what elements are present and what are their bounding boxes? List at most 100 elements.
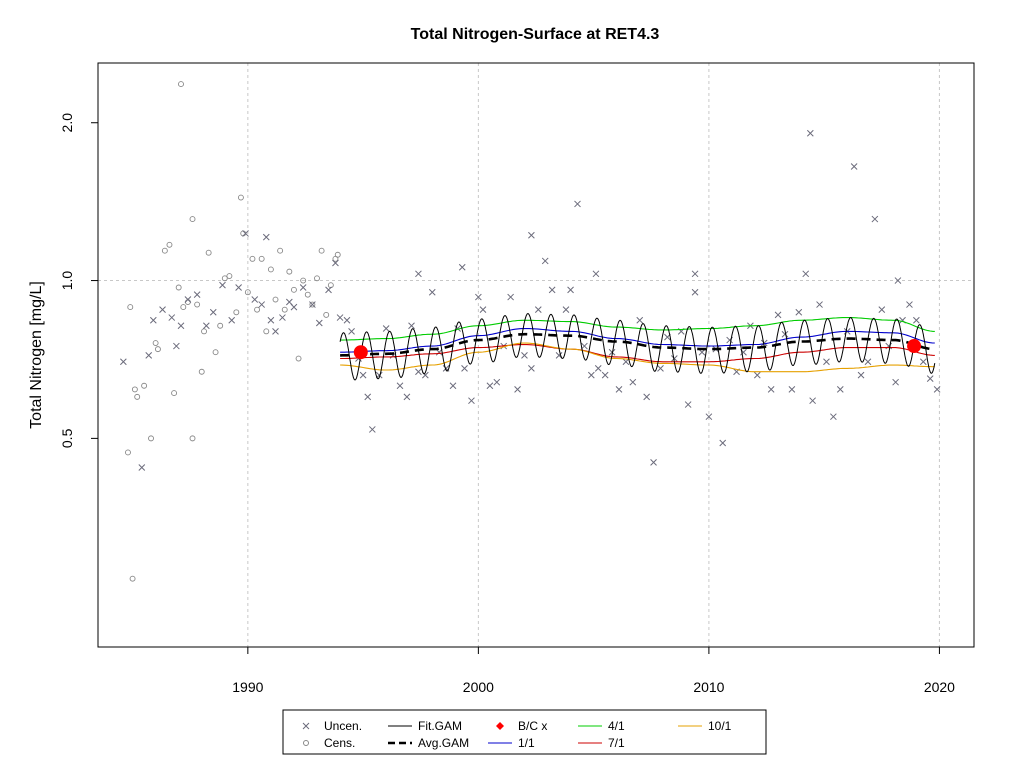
uncensored-point (475, 293, 482, 301)
uncensored-point (541, 257, 549, 265)
uncensored-point (871, 215, 879, 223)
uncensored-point (823, 358, 830, 366)
uncensored-point (913, 316, 920, 324)
uncensored-point (514, 386, 521, 393)
uncensored-point (177, 322, 185, 330)
uncensored-point (806, 129, 814, 137)
chart-title: Total Nitrogen-Surface at RET4.3 (411, 26, 660, 43)
censored-point (277, 247, 284, 254)
censored-point (180, 304, 187, 311)
uncensored-point (933, 386, 941, 393)
y-tick-label: 1.0 (59, 271, 75, 291)
uncensored-point (592, 270, 600, 278)
x-tick-label: 1990 (232, 679, 263, 695)
censored-point (189, 435, 196, 442)
legend-label: 4/1 (608, 719, 625, 733)
legend-label: 1/1 (518, 736, 535, 750)
censored-point (178, 81, 184, 88)
uncensored-point (449, 382, 457, 390)
censored-point (129, 575, 136, 582)
censored-point (217, 322, 224, 329)
uncensored-point (149, 316, 157, 324)
censored-point (304, 291, 311, 298)
uncensored-point (159, 306, 166, 314)
censored-point (148, 435, 154, 442)
censored-point (141, 382, 148, 389)
legend-uncen-symbol (302, 722, 310, 730)
censored-point (334, 251, 341, 258)
censored-point (221, 275, 228, 282)
x-axis: 1990 2000 2010 2020 (232, 647, 955, 695)
censored-point (154, 346, 161, 353)
censored-point (125, 449, 131, 456)
censored-point (184, 299, 191, 305)
uncensored-point (830, 413, 837, 421)
censored-point (286, 268, 293, 275)
legend-label: 7/1 (608, 736, 625, 750)
uncensored-point (594, 365, 602, 372)
uncensored-point (850, 163, 858, 170)
uncensored-point (228, 316, 236, 324)
uncensored-point (857, 371, 865, 379)
uncensored-point (299, 284, 307, 291)
censored-point (309, 301, 316, 308)
legend-box (282, 709, 767, 755)
series-line-7-1 (340, 343, 935, 363)
censored-point (131, 386, 138, 393)
uncensored-point (705, 413, 713, 421)
legend-cens-symbol (303, 740, 309, 746)
censored-point (300, 277, 307, 284)
uncensored-point (894, 277, 902, 284)
censored-point (290, 286, 297, 293)
censored-point (212, 349, 219, 356)
uncensored-point (258, 301, 266, 308)
uncensored-point (643, 393, 651, 401)
uncensored-point (219, 281, 226, 289)
uncensored-point (428, 288, 436, 296)
uncensored-point (461, 365, 468, 372)
uncensored-point (587, 371, 595, 379)
uncensored-point (359, 371, 367, 379)
series-line-10-1 (340, 342, 935, 373)
legend-label: Avg.GAM (418, 736, 469, 750)
uncensored-point (336, 314, 344, 321)
uncensored-point (202, 322, 210, 330)
uncensored-point (408, 322, 415, 330)
censored-point (189, 216, 196, 223)
uncensored-point (781, 330, 789, 338)
uncensored-point (242, 230, 249, 237)
censored-point (263, 328, 270, 335)
uncensored-point (774, 311, 782, 319)
uncensored-point (562, 306, 570, 314)
legend-label: Cens. (324, 736, 355, 750)
censored-point (295, 355, 302, 362)
uncensored-point (753, 371, 761, 379)
censored-point (175, 284, 182, 291)
uncensored-point (290, 303, 298, 311)
censored-point (205, 249, 212, 256)
uncensored-point (364, 393, 372, 401)
uncensored-point (528, 231, 535, 239)
legend-label: 10/1 (708, 719, 732, 733)
censored-point (194, 301, 201, 308)
uncensored-point (760, 339, 768, 347)
censored-point (134, 393, 141, 400)
uncensored-point (348, 328, 355, 335)
uncensored-point (567, 286, 574, 294)
uncensored-point (788, 386, 796, 393)
uncensored-point (138, 464, 146, 471)
censored-point (237, 194, 244, 201)
data-points (120, 81, 941, 582)
y-axis-label: Total Nitrogen [mg/L] (28, 281, 45, 429)
grid (98, 63, 974, 647)
censored-point (272, 296, 279, 303)
uncensored-point (309, 301, 316, 308)
legend-bc-symbol (496, 722, 504, 730)
censored-point (314, 275, 320, 282)
uncensored-point (691, 288, 699, 296)
uncensored-point (272, 328, 279, 335)
uncensored-point (415, 368, 422, 376)
uncensored-point (382, 325, 390, 332)
uncensored-point (767, 386, 775, 393)
